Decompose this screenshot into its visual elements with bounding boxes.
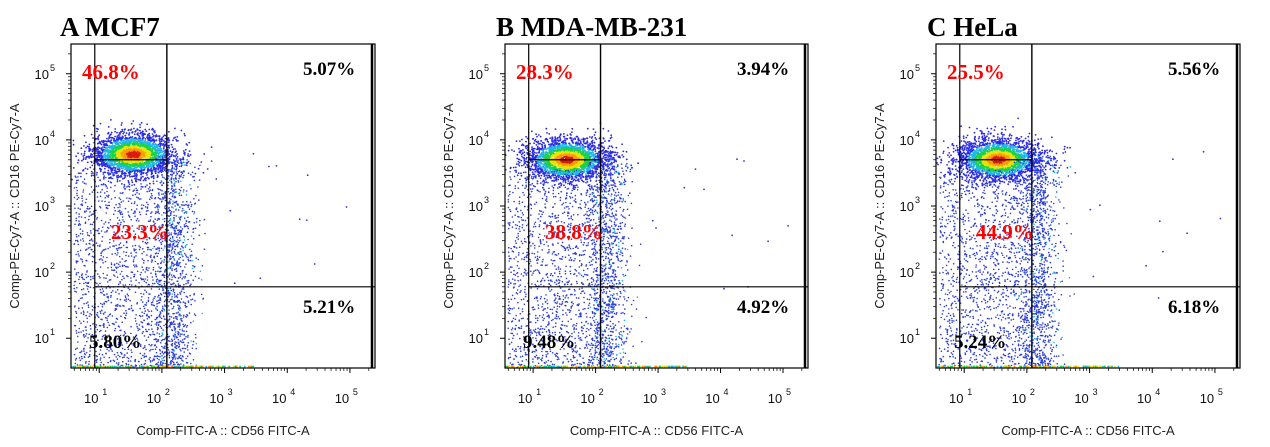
quadrant-label: 6.18% [1168, 297, 1220, 318]
y-tick-label: 10 [900, 265, 914, 280]
x-tick-label: 10 [1200, 391, 1214, 406]
x-tick-label: 10 [147, 391, 161, 406]
x-tick-exponent: 5 [1218, 387, 1223, 397]
y-tick-label: 10 [469, 133, 483, 148]
y-tick-label: 10 [35, 265, 49, 280]
quadrant-label: 9.48% [523, 332, 575, 353]
y-tick-exponent: 4 [915, 129, 920, 139]
x-tick-exponent: 1 [536, 387, 541, 397]
x-tick-label: 10 [1074, 391, 1088, 406]
quadrant-label: 28.3% [516, 60, 574, 84]
y-tick-exponent: 4 [50, 129, 55, 139]
quadrant-label: 5.24% [954, 332, 1006, 353]
x-tick-label: 10 [1012, 391, 1026, 406]
x-tick-exponent: 3 [661, 387, 666, 397]
y-tick-exponent: 1 [484, 327, 489, 337]
y-tick-exponent: 5 [50, 63, 55, 73]
x-tick-exponent: 4 [290, 387, 295, 397]
quadrant-label: 46.8% [82, 60, 140, 84]
y-tick-label: 10 [469, 67, 483, 82]
x-tick-label: 10 [580, 391, 594, 406]
quadrant-label: 44.9% [976, 220, 1034, 244]
x-tick-exponent: 5 [786, 387, 791, 397]
panel-title: A MCF7 [60, 12, 160, 42]
x-tick-label: 10 [209, 391, 223, 406]
x-tick-exponent: 2 [165, 387, 170, 397]
y-axis-label: Comp-PE-Cy7-A :: CD16 PE-Cy7-A [872, 103, 887, 308]
x-tick-label: 10 [643, 391, 657, 406]
y-tick-label: 10 [900, 67, 914, 82]
quadrant-label: 5.21% [303, 297, 355, 318]
x-tick-label: 10 [84, 391, 98, 406]
x-tick-label: 10 [1137, 391, 1151, 406]
quadrant-label: 3.94% [737, 59, 789, 80]
x-tick-exponent: 4 [724, 387, 729, 397]
x-tick-label: 10 [518, 391, 532, 406]
y-tick-label: 10 [900, 133, 914, 148]
x-tick-label: 10 [335, 391, 349, 406]
x-tick-exponent: 4 [1155, 387, 1160, 397]
y-axis-label: Comp-PE-Cy7-A :: CD16 PE-Cy7-A [441, 103, 456, 308]
quadrant-label: 25.5% [947, 60, 1005, 84]
y-tick-exponent: 3 [50, 195, 55, 205]
y-tick-label: 10 [35, 199, 49, 214]
quadrant-label: 5.56% [1168, 59, 1220, 80]
y-tick-exponent: 2 [50, 261, 55, 271]
y-tick-label: 10 [35, 67, 49, 82]
y-axis-label: Comp-PE-Cy7-A :: CD16 PE-Cy7-A [7, 103, 22, 308]
y-tick-exponent: 4 [484, 129, 489, 139]
x-tick-exponent: 5 [353, 387, 358, 397]
x-tick-label: 10 [768, 391, 782, 406]
y-tick-exponent: 5 [915, 63, 920, 73]
quadrant-label: 38.8% [545, 220, 603, 244]
x-axis-label: Comp-FITC-A :: CD56 FITC-A [1001, 423, 1175, 438]
panel-title: C HeLa [927, 12, 1018, 42]
x-axis-label: Comp-FITC-A :: CD56 FITC-A [570, 423, 744, 438]
y-tick-label: 10 [35, 133, 49, 148]
y-tick-exponent: 2 [915, 261, 920, 271]
quadrant-label: 5.07% [303, 59, 355, 80]
y-tick-label: 10 [900, 199, 914, 214]
panel-title: B MDA-MB-231 [496, 12, 687, 42]
x-tick-label: 10 [949, 391, 963, 406]
y-tick-exponent: 3 [484, 195, 489, 205]
x-tick-exponent: 3 [1093, 387, 1098, 397]
plot-frame [505, 44, 808, 368]
x-tick-exponent: 2 [599, 387, 604, 397]
quadrant-label: 5.80% [89, 332, 141, 353]
quadrant-label: 4.92% [737, 297, 789, 318]
y-tick-label: 10 [469, 199, 483, 214]
x-tick-exponent: 2 [1030, 387, 1035, 397]
y-tick-label: 10 [469, 331, 483, 346]
y-tick-exponent: 3 [915, 195, 920, 205]
y-tick-label: 10 [35, 331, 49, 346]
y-tick-label: 10 [900, 331, 914, 346]
x-tick-exponent: 3 [228, 387, 233, 397]
y-tick-label: 10 [469, 265, 483, 280]
x-tick-exponent: 1 [102, 387, 107, 397]
x-axis-label: Comp-FITC-A :: CD56 FITC-A [136, 423, 310, 438]
x-tick-label: 10 [272, 391, 286, 406]
y-tick-exponent: 1 [915, 327, 920, 337]
x-tick-label: 10 [705, 391, 719, 406]
y-tick-exponent: 1 [50, 327, 55, 337]
y-tick-exponent: 2 [484, 261, 489, 271]
y-tick-exponent: 5 [484, 63, 489, 73]
x-tick-exponent: 1 [967, 387, 972, 397]
quadrant-label: 23.3% [111, 220, 169, 244]
